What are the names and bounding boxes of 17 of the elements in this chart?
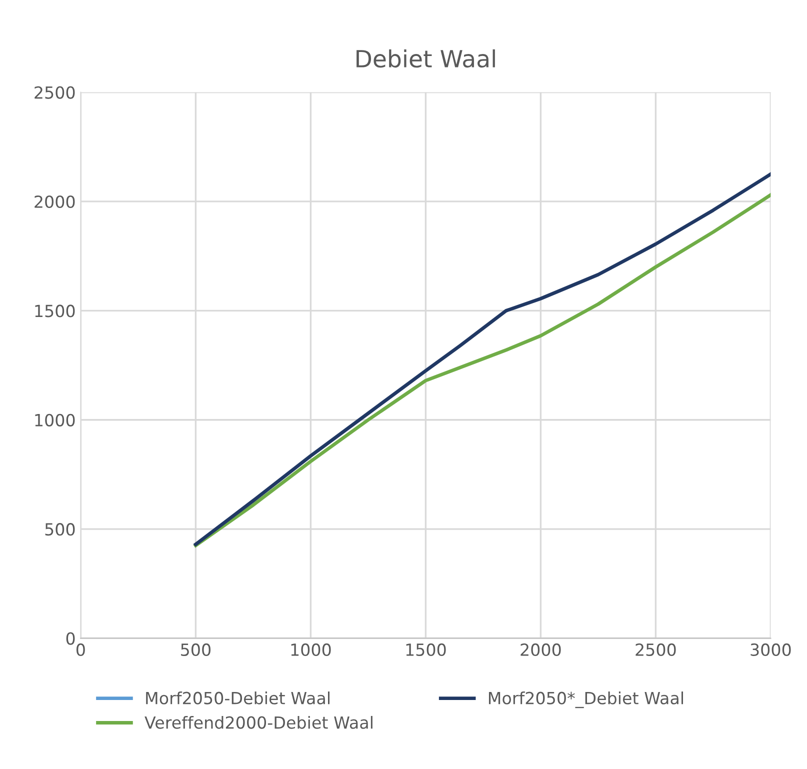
x-tick-label: 3000 [750, 643, 791, 656]
y-tick-label: 2500 [34, 86, 75, 99]
chart-title: Debiet Waal [356, 49, 495, 68]
x-tick-label: 1000 [291, 643, 331, 656]
legend-label: Morf2050-Debiet Waal [146, 691, 330, 704]
x-tick-label: 0 [76, 643, 85, 656]
x-tick-label: 2500 [636, 643, 676, 656]
y-tick-label: 1000 [35, 414, 75, 426]
y-tick-label: 500 [45, 523, 75, 536]
y-tick-label: 2000 [34, 195, 75, 208]
legend-label: Vereffend2000-Debiet Waal [144, 716, 372, 729]
y-tick-label: 0 [66, 632, 75, 645]
y-tick-label: 1500 [35, 304, 75, 318]
x-tick-label: 2000 [520, 643, 561, 656]
x-tick-label: 1500 [406, 643, 446, 656]
x-tick-label: 500 [181, 643, 210, 656]
legend-label: Morf2050*_Debiet Waal [488, 691, 684, 708]
